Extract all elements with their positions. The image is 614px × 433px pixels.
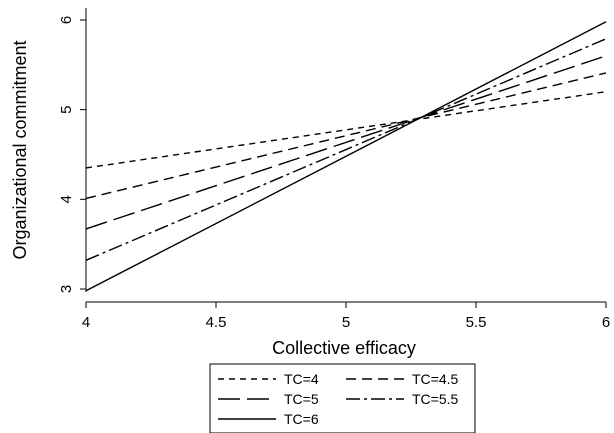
series-line-tc-4-5 [85, 72, 607, 200]
legend-label: TC=5.5 [412, 391, 459, 407]
legend-label: TC=4.5 [412, 371, 459, 387]
y-tick-label: 4 [58, 195, 75, 203]
series-line-tc-5 [85, 55, 607, 230]
legend: TC=4 TC=4.5 TC=5 TC=5.5 TC=6 [209, 363, 476, 433]
x-tick-label: 6 [602, 314, 610, 331]
x-ticks: 4 4.5 5 5.5 6 [82, 302, 610, 331]
y-tick-label: 6 [58, 16, 75, 24]
y-tick-label: 5 [58, 105, 75, 113]
legend-label: TC=5 [284, 391, 319, 407]
y-ticks: 3 4 5 6 [58, 16, 86, 293]
legend-label: TC=4 [284, 371, 319, 387]
plot-lines [85, 21, 607, 292]
series-line-tc-5-5 [85, 38, 607, 261]
series-line-tc-6 [85, 21, 607, 292]
y-tick-label: 3 [58, 285, 75, 293]
x-tick-label: 5 [342, 314, 350, 331]
x-tick-label: 5.5 [466, 314, 487, 331]
x-axis-title: Collective efficacy [272, 338, 416, 358]
legend-box [209, 363, 476, 433]
y-axis-title: Organizational commitment [10, 40, 30, 259]
x-tick-label: 4.5 [206, 314, 227, 331]
legend-label: TC=6 [284, 411, 319, 427]
x-tick-label: 4 [82, 314, 90, 331]
